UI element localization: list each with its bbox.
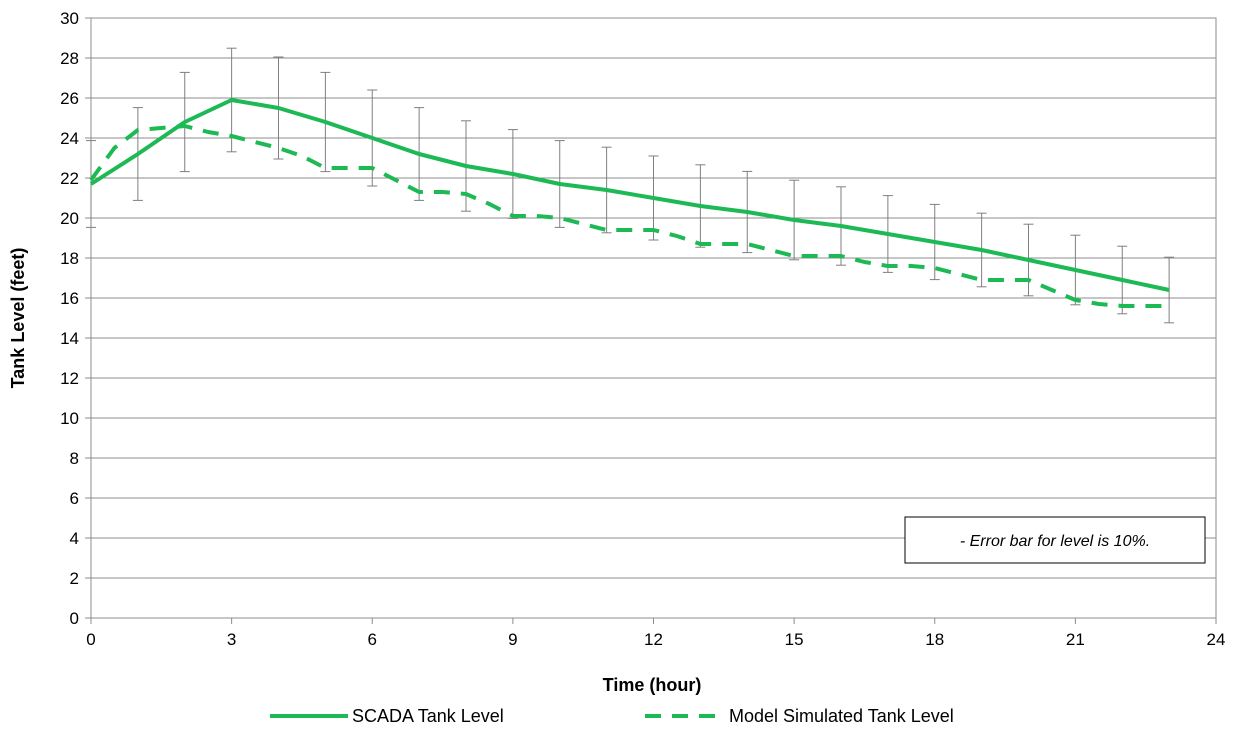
x-axis-title: Time (hour) bbox=[603, 675, 702, 695]
y-tick-label: 30 bbox=[60, 9, 79, 28]
legend-item-scada: SCADA Tank Level bbox=[270, 706, 504, 726]
series-lines bbox=[89, 98, 1170, 308]
series-scada-line bbox=[89, 98, 1170, 292]
x-tick-label: 15 bbox=[785, 630, 804, 649]
y-tick-label: 6 bbox=[70, 489, 79, 508]
plot-area-border bbox=[90, 17, 1217, 619]
note-text: - Error bar for level is 10%. bbox=[960, 533, 1150, 550]
x-tick-label: 18 bbox=[925, 630, 944, 649]
legend-item-model: Model Simulated Tank Level bbox=[645, 706, 954, 726]
legend-label-model: Model Simulated Tank Level bbox=[729, 706, 954, 726]
y-tick-label: 18 bbox=[60, 249, 79, 268]
axes bbox=[85, 17, 1217, 624]
y-tick-label: 28 bbox=[60, 49, 79, 68]
y-tick-label: 10 bbox=[60, 409, 79, 428]
note-box: - Error bar for level is 10%. bbox=[904, 516, 1206, 564]
y-tick-label: 2 bbox=[70, 569, 79, 588]
error-bars bbox=[86, 47, 1175, 324]
legend: SCADA Tank Level Model Simulated Tank Le… bbox=[270, 706, 954, 726]
y-tick-label: 4 bbox=[70, 529, 79, 548]
y-tick-label: 8 bbox=[70, 449, 79, 468]
y-tick-label: 20 bbox=[60, 209, 79, 228]
series-model-line bbox=[89, 124, 1170, 308]
x-tick-label: 21 bbox=[1066, 630, 1085, 649]
y-tick-label: 0 bbox=[70, 609, 79, 628]
x-tick-label: 9 bbox=[508, 630, 517, 649]
y-tick-label: 26 bbox=[60, 89, 79, 108]
x-tick-label: 6 bbox=[368, 630, 377, 649]
y-tick-label: 22 bbox=[60, 169, 79, 188]
x-tick-label: 0 bbox=[86, 630, 95, 649]
x-tick-label: 24 bbox=[1207, 630, 1226, 649]
y-tick-label: 12 bbox=[60, 369, 79, 388]
y-tick-label: 14 bbox=[60, 329, 79, 348]
y-tick-label: 16 bbox=[60, 289, 79, 308]
y-tick-label: 24 bbox=[60, 129, 79, 148]
gridlines bbox=[91, 17, 1216, 619]
x-tick-label: 12 bbox=[644, 630, 663, 649]
x-tick-label: 3 bbox=[227, 630, 236, 649]
legend-label-scada: SCADA Tank Level bbox=[352, 706, 504, 726]
y-axis-title: Tank Level (feet) bbox=[8, 248, 28, 389]
